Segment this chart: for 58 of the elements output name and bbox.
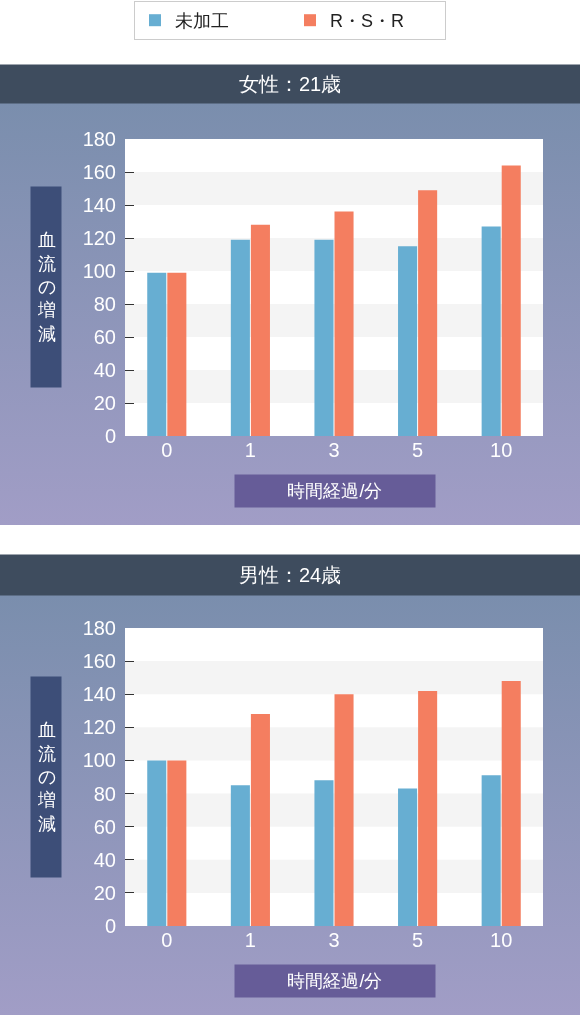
chart-title: 男性：24歳: [238, 564, 342, 586]
bar: [314, 780, 334, 926]
bar: [418, 190, 438, 436]
x-tick-label: 5: [412, 439, 424, 461]
bar: [398, 246, 418, 436]
bar: [501, 165, 521, 436]
x-tick-label: 3: [328, 929, 340, 951]
x-tick-label: 0: [161, 929, 173, 951]
bar: [230, 785, 250, 926]
x-tick-label: 3: [328, 439, 340, 461]
y-tick-label: 140: [82, 683, 116, 706]
y-tick-label: 20: [93, 881, 116, 904]
x-tick-label: 1: [244, 929, 256, 951]
bar: [167, 272, 187, 436]
bar: [418, 690, 438, 926]
bar: [250, 224, 270, 436]
y-tick-label: 160: [82, 161, 116, 183]
legend-label: 未加工: [175, 11, 229, 32]
y-tick-label: 20: [93, 392, 116, 414]
y-tick-label: 140: [82, 194, 116, 216]
x-tick-label: 10: [490, 439, 513, 461]
x-tick-label: 0: [161, 439, 173, 461]
y-axis-title: 血流の増減: [36, 230, 56, 344]
y-tick-label: 180: [82, 617, 116, 639]
bar: [314, 239, 334, 436]
bar: [250, 714, 270, 926]
bar: [230, 239, 250, 436]
y-tick-label: 120: [82, 716, 116, 739]
bar: [334, 694, 354, 926]
bar: [501, 680, 521, 926]
y-tick-label: 40: [93, 359, 116, 381]
bar: [481, 775, 501, 926]
y-tick-label: 0: [104, 915, 116, 937]
legend-label: R・S・R: [330, 11, 405, 32]
bar: [147, 272, 167, 436]
y-tick-label: 60: [93, 815, 116, 838]
bar: [147, 760, 167, 926]
chart-title: 女性：21歳: [238, 73, 342, 95]
x-tick-label: 1: [244, 439, 256, 461]
bar: [398, 788, 418, 926]
y-tick-label: 100: [82, 260, 116, 282]
y-tick-label: 0: [104, 425, 116, 447]
y-tick-label: 80: [93, 782, 116, 805]
x-axis-title: 時間経過/分: [287, 971, 383, 991]
x-tick-label: 10: [490, 929, 513, 951]
bar: [334, 211, 354, 436]
bar: [167, 760, 187, 926]
y-tick-label: 180: [82, 128, 116, 150]
y-axis-title: 血流の増減: [36, 720, 56, 834]
x-tick-label: 5: [412, 929, 424, 951]
y-tick-label: 100: [82, 749, 116, 772]
x-axis-title: 時間経過/分: [287, 481, 383, 501]
y-tick-label: 60: [93, 326, 116, 348]
y-tick-label: 80: [93, 293, 116, 315]
bar: [481, 226, 501, 436]
y-tick-label: 160: [82, 650, 116, 673]
y-tick-label: 120: [82, 227, 116, 249]
y-tick-label: 40: [93, 848, 116, 871]
